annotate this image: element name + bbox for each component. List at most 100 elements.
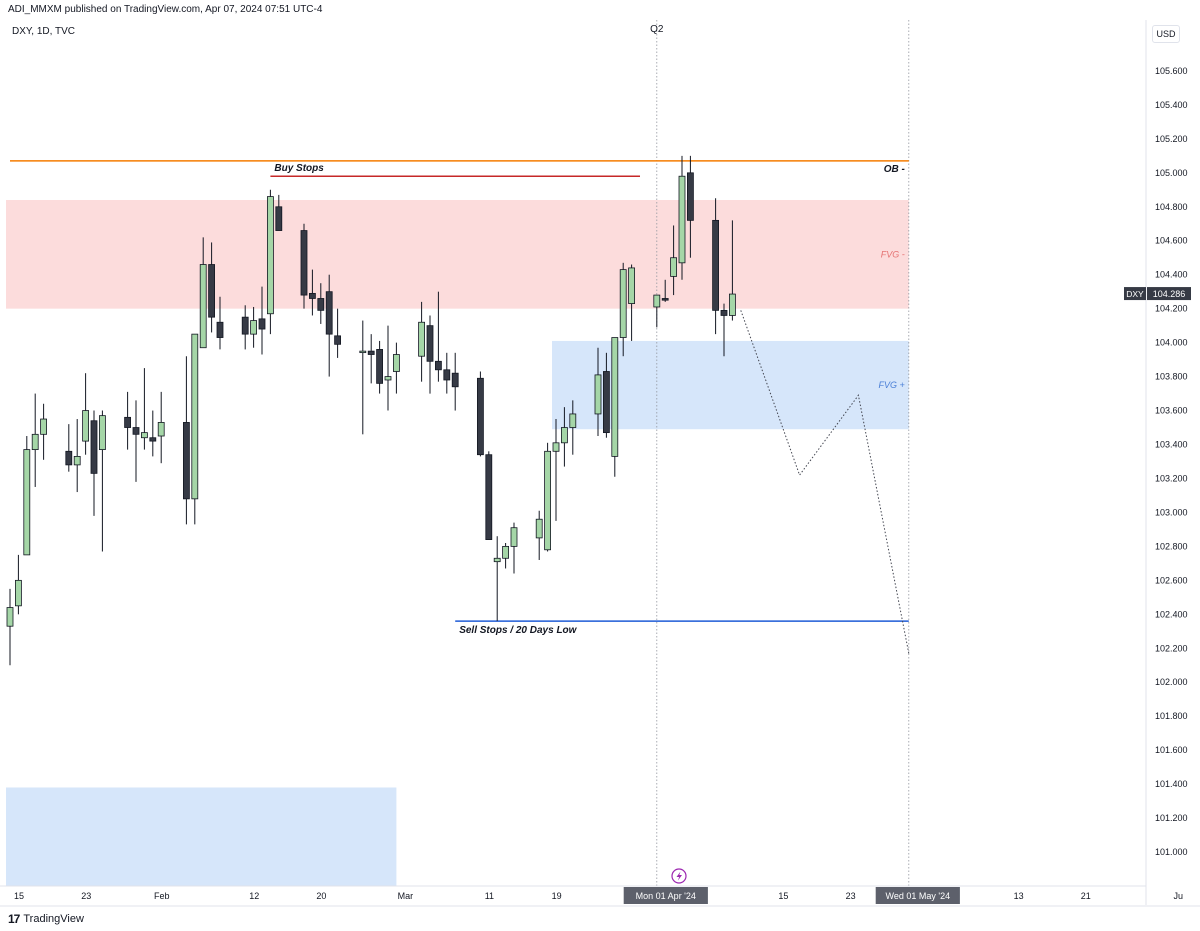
y-tick-label-7: 104.200: [1155, 304, 1188, 314]
time-axis[interactable]: 15 23 Feb 12 20 Mar 11 19 Mon 01 Apr '24 15 23 Wed …: [14, 887, 1183, 904]
candle-2024-03-05[interactable]: [426, 315, 434, 394]
candle-2024-03-27[interactable]: [611, 337, 619, 477]
candle-body: [611, 337, 619, 457]
candle-2024-02-28[interactable]: [376, 340, 384, 394]
publish-header: ADI_MMXM published on TradingView.com, A…: [8, 4, 323, 15]
candle-2024-01-22[interactable]: [65, 424, 73, 472]
candle-2024-02-01[interactable]: [149, 410, 157, 457]
candle-2024-03-19[interactable]: [544, 442, 551, 552]
candle-body: [392, 354, 400, 372]
candle-body: [443, 369, 451, 381]
candle-2024-01-29[interactable]: [124, 391, 131, 450]
candle-2024-02-12[interactable]: [241, 305, 249, 350]
candle-2024-02-26[interactable]: [359, 320, 367, 435]
zone-rect-2[interactable]: [6, 787, 397, 886]
candle-body: [40, 418, 47, 435]
candle-2024-02-29[interactable]: [384, 325, 392, 411]
candle-body: [493, 557, 501, 563]
candle-2024-03-18[interactable]: [535, 510, 543, 560]
candle-2024-02-02[interactable]: [157, 391, 165, 464]
candle-2024-04-02[interactable]: [661, 279, 669, 302]
candle-2024-03-11[interactable]: [476, 371, 484, 457]
candle-2024-02-27[interactable]: [367, 334, 375, 384]
last-price-symbol-box: [1124, 287, 1146, 301]
candle-2024-01-17[interactable]: [23, 436, 31, 556]
candle-2024-03-22[interactable]: [569, 400, 577, 455]
candle-2024-03-07[interactable]: [443, 352, 451, 394]
candle-body: [687, 172, 694, 221]
candle-2024-02-05[interactable]: [182, 356, 190, 525]
candle-2024-02-07[interactable]: [199, 237, 207, 349]
candle-2024-03-21[interactable]: [561, 407, 568, 467]
projection-path[interactable]: [740, 310, 910, 654]
candle-2024-04-03[interactable]: [670, 225, 677, 296]
candle-body: [661, 298, 669, 301]
zone-label-1: FVG +: [879, 380, 905, 390]
projection-layer: [740, 310, 910, 654]
candle-2024-02-20[interactable]: [308, 269, 316, 316]
candle-2024-03-15[interactable]: [510, 522, 518, 574]
candle-2024-03-06[interactable]: [434, 291, 442, 382]
candle-2024-03-04[interactable]: [418, 301, 426, 382]
candle-2024-03-08[interactable]: [451, 352, 459, 411]
price-axis[interactable]: 105.600 105.400 105.200 105.000 104.800 104.6…: [1124, 66, 1191, 857]
candle-body: [569, 413, 577, 428]
candle-body: [670, 257, 677, 277]
candle-2024-03-14[interactable]: [502, 542, 510, 569]
candle-body: [359, 350, 367, 354]
candle-2024-01-15[interactable]: [6, 588, 14, 666]
candle-body: [258, 318, 266, 330]
currency-button[interactable]: USD: [1152, 25, 1180, 43]
candle-2024-02-15[interactable]: [266, 189, 274, 335]
candle-body: [510, 527, 518, 547]
candle-body: [594, 374, 602, 415]
candle-2024-03-12[interactable]: [485, 451, 493, 540]
vertical-lines-layer: Q2: [650, 20, 910, 886]
candle-body: [300, 230, 308, 296]
candle-2024-04-01[interactable]: [653, 294, 661, 328]
candle-2024-01-16[interactable]: [14, 554, 22, 615]
candle-2024-03-25[interactable]: [594, 347, 602, 437]
candle-2024-04-04[interactable]: [678, 155, 686, 280]
candle-2024-01-30[interactable]: [132, 400, 140, 482]
candle-2024-02-14[interactable]: [258, 286, 266, 355]
candle-2024-04-05[interactable]: [687, 155, 694, 258]
candle-2024-04-09[interactable]: [720, 303, 728, 357]
candle-2024-01-26[interactable]: [99, 410, 106, 552]
candle-2024-02-19[interactable]: [300, 223, 308, 309]
candle-2024-02-16[interactable]: [275, 194, 283, 231]
candle-2024-02-08[interactable]: [208, 242, 216, 333]
candle-2024-01-23[interactable]: [73, 419, 81, 493]
candle-2024-02-21[interactable]: [317, 283, 325, 324]
candle-body: [552, 442, 560, 452]
candle-body: [182, 422, 190, 500]
candle-2024-02-06[interactable]: [191, 333, 199, 525]
candle-2024-03-28[interactable]: [619, 262, 627, 357]
candle-body: [426, 325, 434, 362]
y-tick-label-17: 102.200: [1155, 643, 1188, 653]
x-tick-label-12: 13: [1014, 891, 1024, 901]
candle-2024-01-19[interactable]: [40, 403, 47, 460]
candle-2024-01-24[interactable]: [82, 373, 89, 455]
candle-2024-01-31[interactable]: [140, 368, 148, 450]
lightning-icon[interactable]: [671, 868, 687, 884]
candle-2024-03-01[interactable]: [392, 342, 400, 394]
candle-2024-03-13[interactable]: [493, 536, 501, 622]
candle-2024-01-18[interactable]: [31, 393, 39, 487]
candle-2024-03-20[interactable]: [552, 419, 560, 521]
candle-2024-03-29[interactable]: [628, 264, 635, 341]
y-tick-label-23: 101.000: [1155, 847, 1188, 857]
candle-body: [720, 309, 728, 316]
x-tick-label-14: Ju: [1173, 891, 1183, 901]
candle-2024-02-22[interactable]: [325, 274, 333, 377]
y-tick-label-9: 103.800: [1155, 372, 1188, 382]
candle-2024-01-25[interactable]: [90, 410, 98, 516]
candle-2024-02-23[interactable]: [334, 308, 342, 358]
candle-2024-02-13[interactable]: [250, 306, 258, 348]
candle-2024-04-08[interactable]: [712, 198, 719, 335]
candle-2024-04-10[interactable]: [729, 220, 736, 321]
zone-rect-0[interactable]: [6, 199, 909, 309]
candle-2024-03-26[interactable]: [603, 352, 610, 438]
candle-2024-02-09[interactable]: [216, 296, 224, 350]
